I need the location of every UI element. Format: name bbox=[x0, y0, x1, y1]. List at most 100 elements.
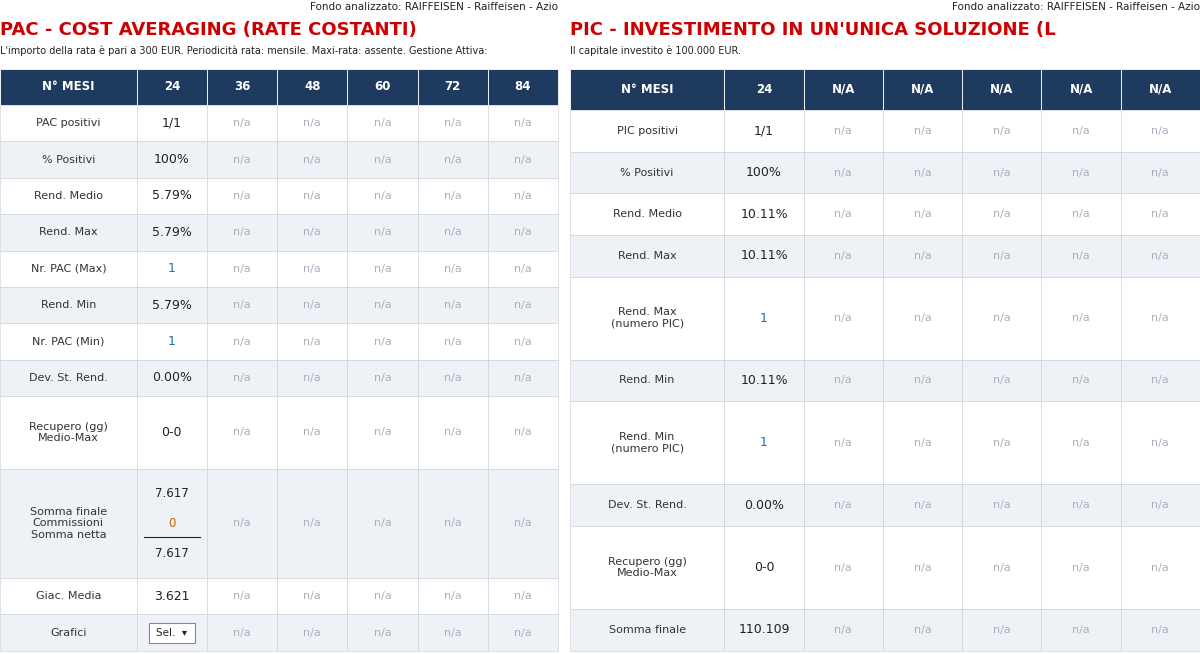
Bar bbox=[1121, 360, 1200, 402]
Bar bbox=[883, 402, 962, 485]
Text: n/a: n/a bbox=[992, 209, 1010, 219]
Bar bbox=[347, 105, 418, 141]
Bar bbox=[883, 235, 962, 277]
Text: n/a: n/a bbox=[913, 250, 931, 261]
Bar bbox=[347, 578, 418, 614]
Text: n/a: n/a bbox=[1152, 438, 1169, 448]
Bar bbox=[804, 526, 883, 609]
Bar bbox=[206, 360, 277, 396]
Bar bbox=[962, 402, 1042, 485]
Text: 1: 1 bbox=[168, 335, 175, 348]
Bar bbox=[804, 69, 883, 111]
Text: n/a: n/a bbox=[992, 313, 1010, 323]
Text: 72: 72 bbox=[444, 80, 461, 94]
Text: N/A: N/A bbox=[1148, 83, 1172, 96]
Text: n/a: n/a bbox=[1152, 625, 1169, 635]
Text: 110.109: 110.109 bbox=[738, 623, 790, 636]
Bar bbox=[1042, 485, 1121, 526]
Text: Rend. Medio: Rend. Medio bbox=[613, 209, 682, 219]
Bar bbox=[206, 215, 277, 250]
Bar bbox=[1121, 485, 1200, 526]
Bar bbox=[883, 152, 962, 194]
Text: 24: 24 bbox=[756, 83, 772, 96]
Bar bbox=[277, 323, 347, 360]
Text: Rend. Min: Rend. Min bbox=[41, 300, 96, 310]
Text: n/a: n/a bbox=[233, 228, 251, 237]
Bar bbox=[804, 111, 883, 152]
Bar bbox=[418, 396, 487, 469]
Text: n/a: n/a bbox=[444, 191, 462, 201]
Text: Il capitale investito è 100.000 EUR.: Il capitale investito è 100.000 EUR. bbox=[570, 46, 742, 56]
Bar bbox=[883, 485, 962, 526]
Bar bbox=[0, 614, 137, 651]
Text: n/a: n/a bbox=[913, 313, 931, 323]
Text: n/a: n/a bbox=[304, 154, 322, 165]
Text: Rend. Min
(numero PIC): Rend. Min (numero PIC) bbox=[611, 432, 684, 454]
Bar bbox=[804, 152, 883, 194]
Text: Giac. Media: Giac. Media bbox=[36, 591, 101, 601]
Bar bbox=[725, 111, 804, 152]
Bar bbox=[0, 396, 137, 469]
Bar bbox=[804, 360, 883, 402]
Text: n/a: n/a bbox=[834, 438, 852, 448]
Text: Rend. Max: Rend. Max bbox=[40, 228, 97, 237]
Bar bbox=[1121, 152, 1200, 194]
Text: n/a: n/a bbox=[373, 228, 391, 237]
Text: n/a: n/a bbox=[304, 428, 322, 438]
Bar bbox=[206, 614, 277, 651]
Bar bbox=[137, 250, 206, 287]
Bar bbox=[206, 578, 277, 614]
Text: n/a: n/a bbox=[444, 154, 462, 165]
Bar bbox=[0, 215, 137, 250]
Text: 100%: 100% bbox=[154, 153, 190, 166]
Bar bbox=[206, 469, 277, 578]
Text: n/a: n/a bbox=[233, 264, 251, 274]
Text: n/a: n/a bbox=[514, 428, 532, 438]
Text: 1: 1 bbox=[760, 311, 768, 324]
Bar bbox=[1042, 526, 1121, 609]
Bar bbox=[487, 614, 558, 651]
Bar bbox=[347, 469, 418, 578]
Text: PAC - COST AVERAGING (RATE COSTANTI): PAC - COST AVERAGING (RATE COSTANTI) bbox=[0, 21, 416, 39]
Text: Dev. St. Rend.: Dev. St. Rend. bbox=[607, 500, 686, 510]
Text: n/a: n/a bbox=[304, 118, 322, 128]
Text: % Positivi: % Positivi bbox=[42, 154, 95, 165]
Bar bbox=[487, 69, 558, 105]
Bar bbox=[883, 111, 962, 152]
Text: n/a: n/a bbox=[1152, 375, 1169, 385]
Bar bbox=[962, 235, 1042, 277]
Text: n/a: n/a bbox=[992, 250, 1010, 261]
Bar bbox=[137, 178, 206, 215]
Text: n/a: n/a bbox=[304, 591, 322, 601]
Text: n/a: n/a bbox=[514, 154, 532, 165]
Text: 0.00%: 0.00% bbox=[152, 371, 192, 385]
Bar bbox=[277, 578, 347, 614]
Text: 5.79%: 5.79% bbox=[152, 190, 192, 203]
Bar bbox=[206, 69, 277, 105]
Text: Nr. PAC (Min): Nr. PAC (Min) bbox=[32, 337, 104, 347]
Text: Dev. St. Rend.: Dev. St. Rend. bbox=[29, 373, 108, 383]
Bar bbox=[277, 250, 347, 287]
Bar bbox=[725, 69, 804, 111]
Bar bbox=[570, 69, 725, 111]
Bar bbox=[962, 277, 1042, 360]
Bar bbox=[0, 287, 137, 323]
Text: n/a: n/a bbox=[373, 628, 391, 638]
Text: n/a: n/a bbox=[514, 628, 532, 638]
Text: n/a: n/a bbox=[373, 337, 391, 347]
Text: n/a: n/a bbox=[444, 591, 462, 601]
Text: n/a: n/a bbox=[373, 118, 391, 128]
Bar bbox=[206, 323, 277, 360]
Bar bbox=[347, 287, 418, 323]
Bar bbox=[206, 178, 277, 215]
Text: n/a: n/a bbox=[1073, 126, 1090, 136]
Bar bbox=[804, 402, 883, 485]
Bar bbox=[962, 69, 1042, 111]
Bar bbox=[347, 360, 418, 396]
Text: 10.11%: 10.11% bbox=[740, 208, 787, 220]
Bar bbox=[570, 485, 725, 526]
Text: Fondo analizzato: RAIFFEISEN - Raiffeisen - Azio: Fondo analizzato: RAIFFEISEN - Raiffeise… bbox=[310, 2, 558, 12]
Bar bbox=[277, 69, 347, 105]
Text: n/a: n/a bbox=[1073, 209, 1090, 219]
Bar bbox=[137, 69, 206, 105]
